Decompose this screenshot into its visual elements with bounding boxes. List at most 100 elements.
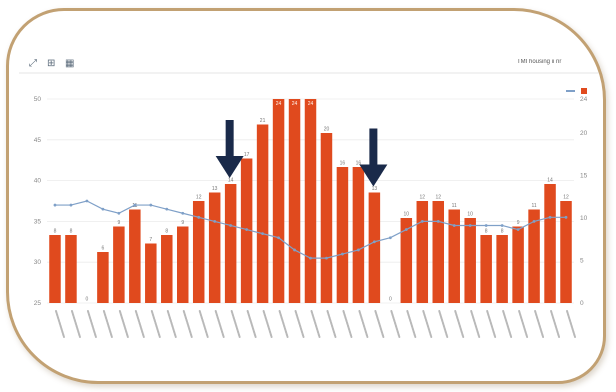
bar — [145, 243, 157, 303]
bar — [432, 201, 445, 303]
bar — [113, 226, 125, 303]
bar-data-label: 13 — [372, 186, 378, 192]
left-tick-label: 45 — [34, 137, 42, 144]
right-tick-label: 10 — [580, 215, 588, 222]
x-category-label-blurred — [422, 310, 433, 338]
bar — [400, 218, 413, 303]
line-point — [181, 211, 185, 215]
x-category-label-blurred — [86, 310, 97, 338]
x-category-label-blurred — [390, 310, 401, 338]
x-category-label-blurred — [550, 310, 561, 338]
line-point — [133, 203, 137, 207]
line-point — [309, 256, 312, 260]
bar-data-label: 9 — [181, 220, 184, 226]
bar — [480, 235, 492, 303]
chart-view-icon[interactable]: ▦ — [65, 58, 75, 69]
bar-data-label: 6 — [102, 246, 105, 252]
x-category-label-blurred — [374, 310, 385, 338]
line-point — [293, 248, 296, 252]
bar-data-label: 12 — [563, 195, 569, 201]
x-category-label-blurred — [358, 310, 369, 338]
x-category-label-blurred — [246, 310, 257, 338]
x-category-label-blurred — [534, 310, 545, 338]
line-point — [516, 228, 520, 231]
x-category-label-blurred — [518, 310, 529, 338]
right-tick-label: 24 — [580, 96, 588, 103]
line-point — [341, 252, 344, 256]
x-category-label-blurred — [470, 310, 481, 338]
bar-data-label: 16 — [340, 161, 346, 167]
bar-data-label: 0 — [389, 297, 392, 303]
bar — [129, 209, 141, 303]
bar — [336, 167, 349, 303]
line-point — [500, 224, 504, 227]
line-point — [261, 232, 264, 236]
x-category-label-blurred — [454, 310, 465, 338]
bar-data-label: 24 — [276, 101, 282, 107]
annotation-arrow-head — [215, 156, 244, 178]
bar — [176, 226, 189, 303]
bar-data-label: 14 — [547, 178, 553, 184]
bar — [192, 201, 205, 303]
bar-data-label: 8 — [165, 229, 168, 235]
bar — [49, 235, 61, 303]
x-category-label-blurred — [486, 310, 497, 338]
line-point — [436, 220, 440, 223]
line-point — [85, 199, 89, 203]
x-category-label-blurred — [278, 310, 289, 338]
chart-frame: 25 30 35 40 45 50 0 5 10 15 20 24 8 8 0 6 9 11 7 8 9 12 13 14 17… — [6, 8, 606, 384]
line-point — [452, 224, 456, 227]
table-view-icon[interactable]: ⊞ — [47, 58, 56, 69]
bar — [352, 167, 365, 303]
x-category-label-blurred — [230, 310, 241, 338]
bar-data-label: 11 — [531, 203, 536, 209]
bar — [448, 209, 460, 303]
annotation-arrow-shaft — [225, 120, 234, 164]
annotation-arrow-head — [359, 164, 388, 187]
line-point — [325, 256, 328, 260]
line-point — [117, 211, 121, 215]
x-category-label-blurred — [214, 310, 225, 338]
legend-bar-swatch — [581, 88, 587, 94]
bar — [97, 252, 109, 303]
annotation-arrow-shaft — [369, 128, 378, 173]
x-category-label-blurred — [134, 310, 145, 338]
bar — [416, 201, 429, 303]
chart-caption: TMI housing ii nr — [517, 59, 562, 65]
bar — [304, 99, 317, 303]
bar-data-label: 9 — [117, 220, 120, 226]
x-category-label-blurred — [150, 310, 161, 338]
right-tick-label: 15 — [580, 173, 588, 180]
bar — [320, 133, 333, 303]
right-tick-label: 5 — [580, 258, 584, 265]
x-category-label-blurred — [198, 310, 209, 338]
bar-data-label: 11 — [452, 203, 457, 209]
bar — [496, 235, 508, 303]
line-point — [484, 224, 488, 227]
bar-data-label: 13 — [212, 186, 218, 192]
x-category-label-blurred — [54, 310, 65, 338]
bar-data-label: 7 — [149, 237, 152, 243]
bar — [544, 184, 556, 303]
bar — [560, 201, 572, 303]
line-point — [165, 207, 169, 211]
x-category-label-blurred — [182, 310, 193, 338]
x-category-label-blurred — [502, 310, 513, 338]
bar — [224, 184, 237, 303]
legend — [564, 88, 587, 95]
right-tick-label: 20 — [580, 130, 588, 137]
bar-data-label: 10 — [404, 212, 410, 218]
bar — [528, 209, 540, 303]
x-category-label-blurred — [166, 310, 177, 338]
left-tick-label: 40 — [34, 178, 42, 185]
line-point — [468, 224, 472, 227]
bar-data-label: 14 — [228, 178, 234, 184]
bar-data-label: 24 — [308, 101, 314, 107]
bar-data-label: 8 — [54, 229, 57, 235]
expand-icon[interactable]: ⤢ — [29, 58, 37, 69]
x-category-label-blurred — [70, 310, 81, 338]
x-category-label-blurred — [406, 310, 417, 338]
line-point — [101, 207, 105, 211]
line-point — [372, 240, 376, 244]
bar-data-label: 21 — [260, 118, 266, 124]
